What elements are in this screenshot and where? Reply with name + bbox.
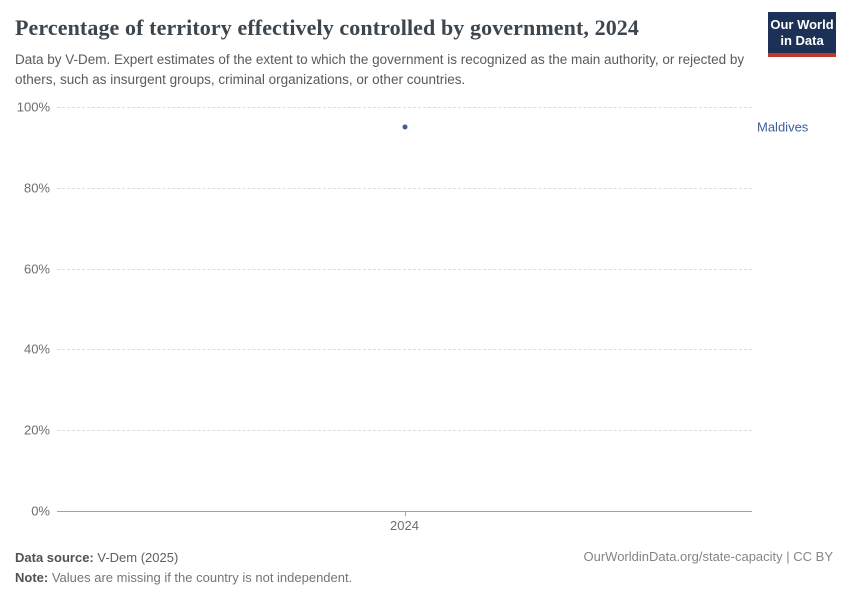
- gridline-40: [57, 349, 752, 351]
- x-tick-label-2024: 2024: [390, 518, 419, 533]
- note-value: Values are missing if the country is not…: [51, 570, 353, 585]
- y-tick-label-80: 80%: [23, 180, 50, 196]
- chart-subtitle: Data by V-Dem. Expert estimates of the e…: [15, 52, 745, 87]
- gridline-60: [57, 268, 752, 270]
- gridline-100: [57, 107, 752, 108]
- gridline-80: [57, 187, 752, 189]
- data-source-line: Data source: V-Dem (2025): [15, 548, 352, 568]
- x-tick-2024: [404, 511, 406, 516]
- footer-left: Data source: V-Dem (2025) Note: Values a…: [15, 548, 352, 588]
- y-tick-label-100: 100%: [16, 99, 50, 115]
- origin-url[interactable]: OurWorldinData.org/state-capacity | CC B…: [583, 549, 833, 564]
- gridline-20: [57, 430, 752, 432]
- y-tick-label-0: 0%: [31, 503, 50, 519]
- data-point-maldives[interactable]: [402, 124, 407, 130]
- owid-logo: Our World in Data: [768, 12, 836, 57]
- note-line: Note: Values are missing if the country …: [15, 568, 352, 588]
- owid-logo-line2: in Data: [780, 33, 824, 48]
- note-label: Note:: [15, 570, 49, 585]
- data-source-label: Data source:: [15, 550, 94, 565]
- chart-title: Percentage of territory effectively cont…: [15, 15, 640, 40]
- owid-logo-line1: Our World: [770, 17, 834, 32]
- y-tick-label-40: 40%: [23, 341, 50, 357]
- entity-label-maldives[interactable]: Maldives: [757, 119, 809, 135]
- y-tick-label-20: 20%: [23, 422, 50, 438]
- y-tick-label-60: 60%: [23, 261, 50, 277]
- data-source-value: V-Dem (2025): [97, 550, 179, 565]
